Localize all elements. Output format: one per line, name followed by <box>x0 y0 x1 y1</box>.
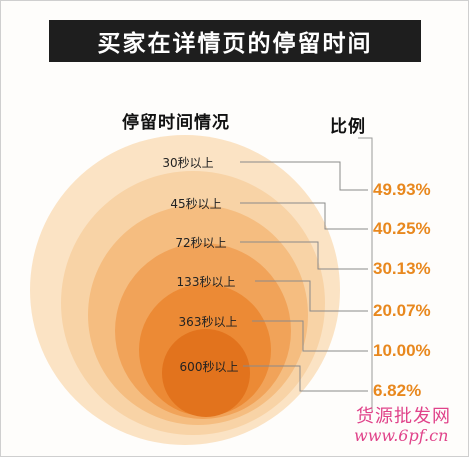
ring-label: 363秒以上 <box>179 315 238 329</box>
leader-line <box>243 365 368 392</box>
watermark-text: 货源批发网 <box>356 406 451 427</box>
ratio-value: 10.00% <box>373 341 431 360</box>
ratio-heading: 比例 <box>330 117 366 137</box>
ring-label: 600秒以上 <box>180 360 239 374</box>
leader-line <box>240 202 368 230</box>
ratio-value: 20.07% <box>373 301 431 320</box>
stay-time-heading: 停留时间情况 <box>122 113 230 133</box>
ring-label: 45秒以上 <box>170 197 221 211</box>
leader-line <box>240 241 368 270</box>
page-title: 买家在详情页的停留时间 <box>49 20 421 62</box>
ratio-value: 30.13% <box>373 259 431 278</box>
ratio-value: 6.82% <box>373 381 421 400</box>
leader-line <box>252 320 368 352</box>
ring-label: 72秒以上 <box>175 236 226 250</box>
watermark-url: www.6pf.cn <box>354 426 449 445</box>
ratio-value: 49.93% <box>373 180 431 199</box>
leader-line <box>240 161 368 191</box>
ring-label: 30秒以上 <box>162 156 213 170</box>
ring-label: 133秒以上 <box>177 275 236 289</box>
leader-line <box>255 280 368 312</box>
ring-6 <box>162 329 250 417</box>
ratio-value: 40.25% <box>373 219 431 238</box>
ratio-bracket <box>358 137 373 412</box>
